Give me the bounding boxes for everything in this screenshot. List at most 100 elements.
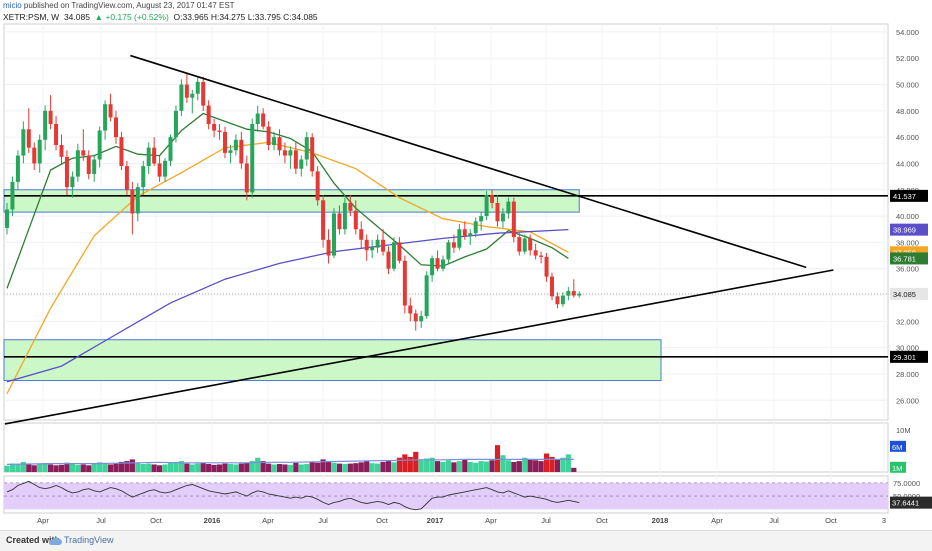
candle: [473, 217, 478, 238]
volume-bar: [342, 464, 348, 472]
candle-body: [5, 209, 9, 228]
candle: [141, 160, 146, 196]
rsi-tick-label: 75.0000: [893, 479, 920, 488]
candle: [337, 205, 342, 235]
trendline: [4, 269, 834, 425]
candle-body: [528, 238, 533, 251]
volume-bar: [369, 463, 375, 472]
candle: [310, 133, 315, 177]
candle-body: [59, 145, 64, 157]
volume-bar: [505, 460, 511, 472]
candle-body: [239, 139, 244, 164]
tradingview-cloud-icon: [48, 537, 62, 545]
created-with-label: Created with: [6, 535, 61, 545]
candle-body: [441, 259, 445, 269]
volume-bar: [206, 464, 212, 472]
candle-body: [386, 251, 391, 269]
volume-bar: [86, 465, 92, 472]
volume-bar: [107, 464, 114, 472]
volume-bar: [467, 461, 473, 472]
volume-bar: [298, 464, 304, 472]
candle: [364, 234, 369, 261]
candle-body: [446, 242, 451, 260]
candle-body: [228, 150, 233, 153]
price-tick-label: 28.000: [896, 370, 919, 379]
candle: [86, 150, 91, 180]
candle: [375, 234, 380, 253]
candle-body: [277, 137, 282, 151]
candle: [119, 131, 124, 171]
candle: [451, 234, 456, 253]
volume-bar: [396, 457, 402, 472]
candle-body: [468, 233, 473, 236]
candle: [135, 183, 140, 222]
candle: [250, 118, 255, 198]
volume-bar: [315, 462, 321, 472]
candle-body: [75, 150, 80, 177]
volume-bar: [320, 459, 326, 472]
candle-body: [43, 110, 48, 140]
candle-body: [124, 166, 129, 190]
candle: [490, 189, 495, 209]
volume-bar: [4, 465, 10, 472]
volume-bar: [31, 465, 37, 472]
candle-body: [163, 160, 168, 177]
candle: [114, 110, 118, 144]
volume-bar: [157, 465, 163, 472]
candle-body: [37, 139, 42, 164]
tradingview-brand[interactable]: TradingView: [64, 535, 114, 545]
volume-axis-box: [890, 461, 906, 473]
candle: [550, 272, 554, 301]
time-tick-label: Apr: [711, 516, 723, 525]
candle-body: [419, 316, 424, 322]
rsi-line: [6, 480, 580, 511]
candle-body: [157, 163, 162, 177]
volume-bar: [227, 464, 234, 472]
candle: [64, 150, 69, 196]
time-tick-label: 2016: [204, 516, 221, 525]
price-tick-label: 30.000: [896, 344, 919, 353]
price-tick-label: 44.000: [896, 159, 919, 168]
candle-body: [10, 181, 15, 210]
candle-body: [500, 213, 505, 222]
price-chart[interactable]: 54.00052.00050.00048.00046.00044.00042.0…: [0, 0, 932, 530]
candle: [528, 234, 533, 256]
author-name[interactable]: micio: [3, 1, 22, 10]
candle-body: [103, 104, 108, 131]
time-tick-label: Oct: [150, 516, 163, 525]
volume-bar: [424, 458, 430, 472]
price-tick-label: 52.000: [896, 54, 919, 63]
candle: [539, 251, 544, 264]
candle: [408, 297, 413, 322]
volume-bar: [434, 461, 441, 472]
volume-tick-label: 1M: [892, 464, 902, 473]
candle: [353, 200, 358, 235]
volume-bar: [167, 462, 174, 472]
candle-body: [511, 201, 516, 238]
volume-bar: [146, 463, 152, 472]
candle-body: [299, 159, 304, 169]
candle-body: [397, 242, 402, 261]
candle-body: [212, 123, 217, 131]
candle: [282, 142, 287, 164]
candle: [272, 131, 277, 151]
volume-bar: [533, 460, 539, 472]
volume-bar: [429, 457, 435, 472]
volume-bar: [244, 462, 250, 472]
time-tick-label: Jul: [96, 516, 106, 525]
candle: [511, 197, 516, 243]
volume-bar: [135, 462, 141, 472]
candle: [571, 279, 576, 298]
volume-bar: [20, 461, 26, 472]
volume-bar: [129, 459, 135, 472]
volume-bar: [255, 457, 261, 472]
volume-bar: [309, 461, 315, 472]
volume-bar: [53, 465, 59, 472]
volume-bar: [222, 463, 228, 472]
candle-body: [353, 210, 358, 230]
volume-bar: [456, 461, 462, 472]
volume-bar: [375, 463, 381, 472]
candle-body: [539, 255, 544, 257]
time-tick-label: Apr: [262, 516, 274, 525]
candle: [32, 142, 37, 171]
